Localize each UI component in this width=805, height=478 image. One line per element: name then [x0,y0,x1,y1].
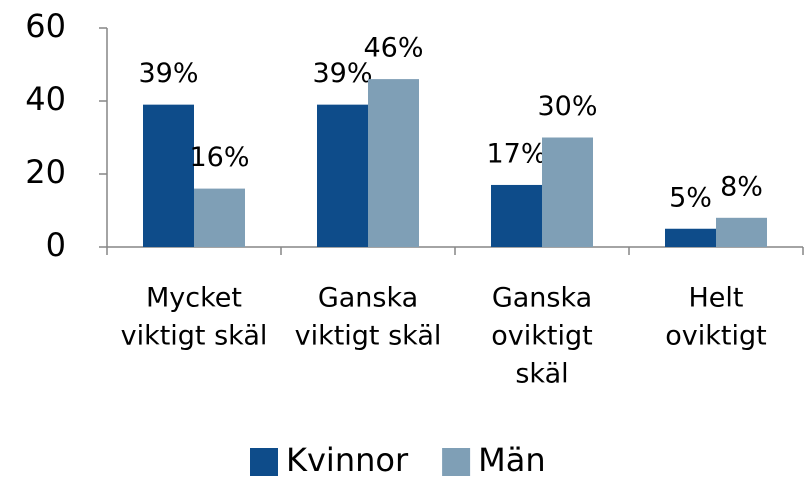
data-label: 5% [669,182,712,213]
y-tick-label: 0 [46,226,66,264]
bar [665,228,716,247]
y-tick-label: 60 [25,7,66,45]
data-label: 17% [486,138,546,169]
x-tick-label: Ganska [492,283,592,314]
legend-swatch [250,448,278,476]
data-label: 8% [720,171,763,202]
x-tick-label: skäl [515,359,568,390]
bar [143,104,194,248]
x-tick-label: oviktigt [665,321,766,352]
bar [368,79,419,247]
data-label: 39% [138,58,198,89]
x-tick-label: Mycket [146,283,242,314]
x-tick-label: oviktigt [491,321,592,352]
y-tick-label: 20 [25,153,66,191]
x-tick-label: Ganska [318,283,418,314]
legend-swatch [442,448,471,476]
bar [317,104,368,248]
y-tick-label: 40 [25,80,66,118]
legend-label: Män [478,441,546,478]
bar [491,184,542,247]
x-tick-label: viktigt skäl [295,321,442,352]
bar [542,137,593,247]
data-label: 16% [189,142,249,173]
data-label: 39% [312,58,372,89]
data-label: 30% [537,91,597,122]
x-tick-label: Helt [688,283,743,314]
data-label: 46% [363,33,423,64]
x-tick-label: viktigt skäl [121,321,268,352]
bar [716,217,767,247]
bar [194,188,245,247]
legend-label: Kvinnor [286,441,409,478]
